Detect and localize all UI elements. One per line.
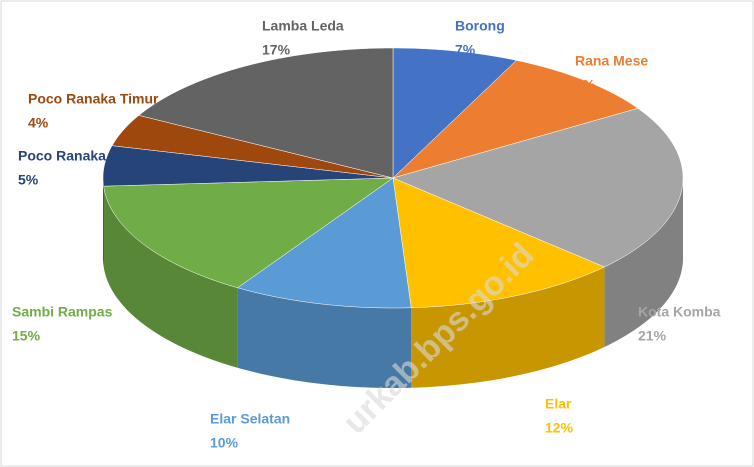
slice-side [604,178,683,347]
slice-category-label: Poco Ranaka [18,148,106,164]
slice-side [411,266,605,388]
slice-value-label: 4% [28,115,49,131]
slice-value-label: 17% [262,42,291,58]
slice [111,115,394,179]
slice-category-label: Kota Komba [638,304,721,320]
slice-side [103,186,238,368]
slice-value-label: 9% [575,77,596,93]
slice-category-label: Elar Selatan [210,411,290,427]
slice-category-label: Poco Ranaka Timur [28,91,159,107]
slice [392,60,639,179]
slice [392,47,517,179]
slice [138,47,394,179]
slice-value-label: 12% [545,420,574,436]
slice-category-label: Elar [545,396,572,412]
slice-value-label: 10% [210,435,239,451]
slice [103,177,394,289]
slice-value-label: 15% [12,328,41,344]
slice-value-label: 21% [638,328,667,344]
slice [102,145,394,187]
slice-category-label: Sambi Rampas [12,304,113,320]
slice-category-label: Lamba Leda [262,18,344,34]
slice-category-label: Rana Mese [575,53,648,69]
slice [237,177,412,309]
slice-side [237,287,412,388]
slice-category-label: Borong [455,18,505,34]
slice-value-label: 5% [18,172,39,188]
slice [392,177,606,309]
slice-side [103,178,104,267]
slice [392,108,684,268]
slice-value-label: 7% [455,42,476,58]
